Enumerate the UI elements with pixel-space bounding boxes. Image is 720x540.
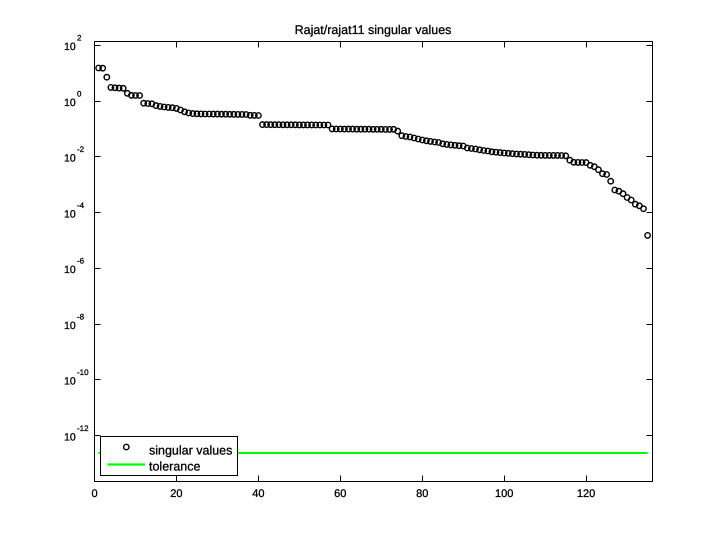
- svg-text:singular values: singular values: [149, 444, 232, 458]
- svg-text:80: 80: [416, 488, 428, 500]
- svg-text:-12: -12: [77, 424, 89, 433]
- svg-text:-4: -4: [77, 201, 85, 210]
- svg-text:60: 60: [334, 488, 346, 500]
- svg-text:40: 40: [252, 488, 264, 500]
- svg-text:10: 10: [64, 153, 76, 165]
- svg-text:120: 120: [577, 488, 595, 500]
- svg-text:-10: -10: [77, 368, 89, 377]
- svg-text:-6: -6: [77, 257, 85, 266]
- svg-text:10: 10: [64, 320, 76, 332]
- svg-text:0: 0: [77, 89, 82, 98]
- svg-text:0: 0: [91, 488, 97, 500]
- svg-text:10: 10: [64, 431, 76, 443]
- svg-text:10: 10: [64, 41, 76, 53]
- svg-text:20: 20: [170, 488, 182, 500]
- svg-text:2: 2: [77, 34, 82, 43]
- svg-text:Rajat/rajat11 singular values: Rajat/rajat11 singular values: [295, 23, 452, 37]
- svg-text:10: 10: [64, 97, 76, 109]
- svg-text:10: 10: [64, 208, 76, 220]
- svg-text:10: 10: [64, 264, 76, 276]
- svg-text:-2: -2: [77, 145, 85, 154]
- svg-text:10: 10: [64, 376, 76, 388]
- svg-text:-8: -8: [77, 312, 85, 321]
- svg-text:tolerance: tolerance: [149, 460, 200, 474]
- svg-text:100: 100: [495, 488, 513, 500]
